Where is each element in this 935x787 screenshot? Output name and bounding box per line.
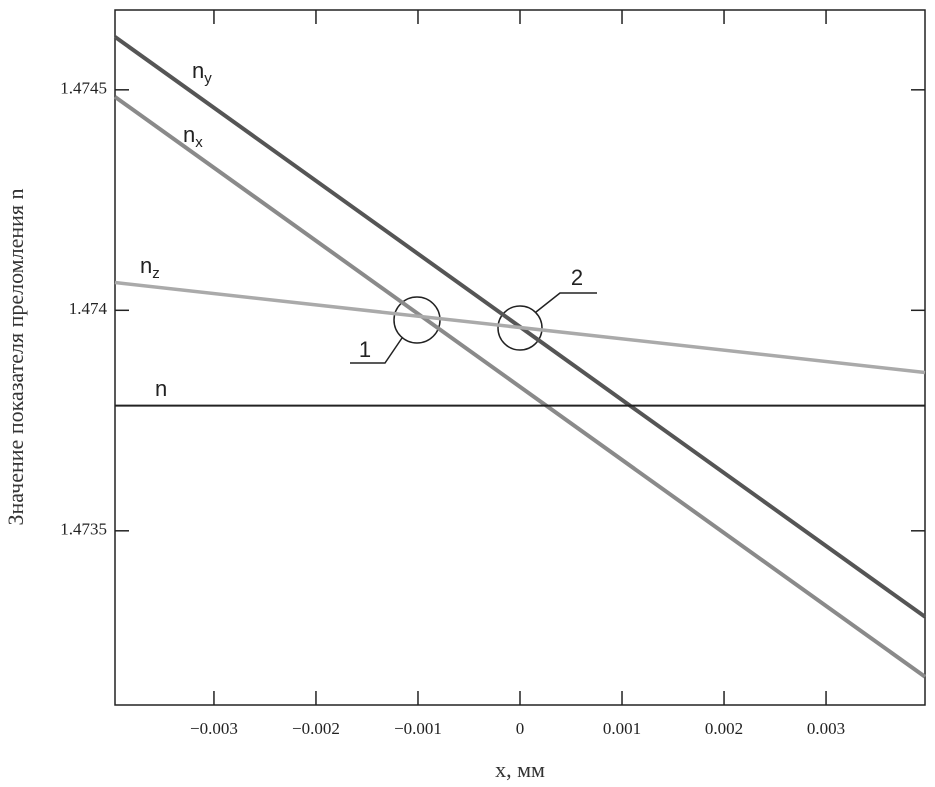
leader-1	[350, 337, 403, 364]
y-tick-label: 1.4735	[60, 520, 107, 539]
label-sub: y	[204, 70, 212, 87]
series-label: nx	[183, 122, 203, 151]
y-tick-label: 1.4745	[60, 79, 107, 98]
series-line	[114, 280, 926, 375]
circle-2	[497, 305, 543, 351]
x-tick-label: 0	[516, 719, 525, 738]
annotation-shapes	[350, 292, 597, 364]
x-tick-label: 0.001	[603, 719, 641, 738]
x-tick-label: 0.003	[807, 719, 845, 738]
x-tick-label: −0.002	[292, 719, 340, 738]
label-main: n	[155, 376, 167, 401]
annotation-label: 2	[571, 265, 583, 290]
y-tick-label: 1.474	[69, 299, 108, 318]
leader-2	[535, 292, 597, 313]
x-tick-label: −0.001	[394, 719, 442, 738]
label-main: n	[192, 58, 204, 83]
label-sub: z	[152, 265, 160, 282]
series-label: n	[155, 376, 167, 401]
series-label: ny	[192, 58, 212, 87]
label-main: n	[183, 122, 195, 147]
x-tick-label: 0.002	[705, 719, 743, 738]
annotation-label: 1	[359, 337, 371, 362]
label-sub: x	[195, 134, 203, 151]
x-axis-title: x, мм	[495, 757, 545, 782]
x-tick-label: −0.003	[190, 719, 238, 738]
label-main: n	[140, 253, 152, 278]
series-line	[113, 95, 927, 679]
series-label: nz	[140, 253, 160, 282]
y-axis-title: Значение показателя преломления n	[3, 188, 28, 525]
